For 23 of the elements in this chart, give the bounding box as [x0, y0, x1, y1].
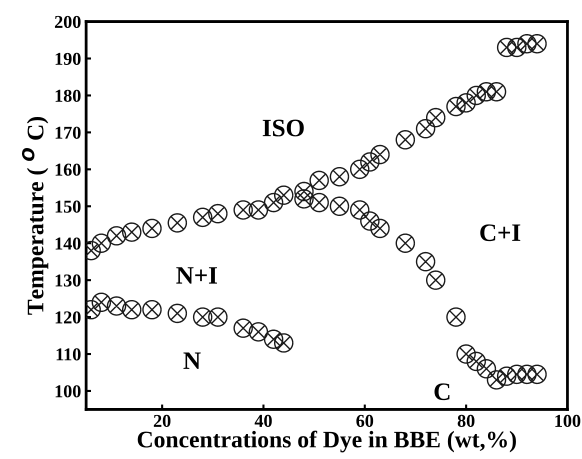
y-tick-label: 150 [56, 200, 81, 213]
y-tick-label: 200 [54, 16, 81, 28]
x-tick-label: 40 [254, 414, 272, 427]
annotation: N [183, 352, 201, 369]
y-tick-label: 100 [56, 385, 81, 398]
x-tick-label: 100 [555, 414, 580, 427]
y-tick-label: 110 [56, 348, 81, 360]
annotation: C [434, 383, 450, 400]
x-tick-label: 60 [356, 414, 374, 427]
x-axis-title: Concentrations of Dye in BBE (wt,%) [138, 430, 516, 452]
y-tick-label: 120 [56, 311, 81, 324]
x-tick-label: 80 [458, 414, 474, 427]
y-tick-label: 190 [56, 52, 81, 65]
y-tick-label: 180 [56, 90, 81, 102]
y-tick-label: 170 [56, 126, 81, 139]
annotation: N+I [176, 267, 218, 284]
annotation: C+I [480, 224, 520, 242]
y-axis-title: Temperature ( $^{O}$ C) [22, 117, 48, 315]
annotation: ISO [262, 120, 304, 136]
x-tick-label: 20 [154, 414, 170, 427]
y-tick-label: 140 [56, 237, 81, 250]
y-tick-label: 130 [56, 274, 81, 287]
y-tick-label: 160 [56, 164, 81, 176]
